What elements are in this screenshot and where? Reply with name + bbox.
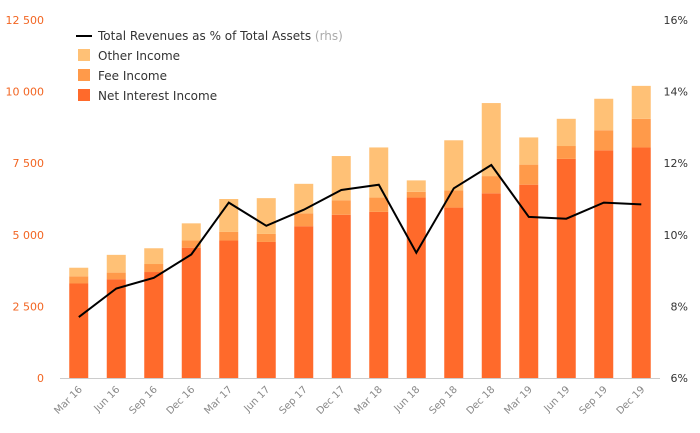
bar-other-income [219,199,239,232]
y-left-tick-label: 5 000 [13,229,45,242]
bar-net-interest-income [481,193,501,378]
x-tick-label: Dec 19 [615,384,648,417]
bar-other-income [519,137,539,165]
bar-fee-income [181,240,201,248]
left-axis: 0 2 500 5 000 7 500 10 000 12 500 [6,14,45,385]
x-tick-label: Sep 18 [428,384,460,416]
legend-label-net-interest-income: Net Interest Income [98,89,217,103]
bar-net-interest-income [369,211,389,378]
y-right-tick-label: 8% [671,300,688,313]
bar-other-income [444,140,464,191]
x-tick-label: Dec 17 [315,384,348,417]
bar-fee-income [631,118,651,148]
bar-fee-income [69,276,89,284]
legend-swatch-net-interest-income [78,89,90,101]
x-tick-label: Mar 16 [52,384,84,416]
bar-other-income [481,103,501,177]
bar-net-interest-income [556,158,576,378]
bar-fee-income [481,176,501,194]
legend-swatch-other-income [78,49,90,61]
bar-net-interest-income [519,184,539,378]
bar-other-income [594,98,614,131]
x-tick-label: Mar 18 [352,384,384,416]
bar-net-interest-income [181,247,201,378]
legend: Total Revenues as % of Total Assets (rhs… [76,29,343,103]
x-tick-label: Mar 19 [502,384,534,416]
y-left-tick-label: 0 [37,372,44,385]
bar-net-interest-income [331,214,351,378]
x-tick-label: Jun 17 [242,384,273,415]
y-left-tick-label: 10 000 [6,86,45,99]
legend-label-fee-income: Fee Income [98,69,167,83]
bar-other-income [144,248,164,265]
y-right-tick-label: 16% [664,14,688,27]
bars [69,85,651,378]
x-tick-label: Sep 17 [278,384,310,416]
bar-net-interest-income [294,226,314,378]
bar-net-interest-income [219,240,239,378]
bar-fee-income [556,146,576,159]
legend-line-label: Total Revenues as % of Total Assets (rhs… [97,29,343,43]
bar-other-income [181,223,201,241]
x-tick-label: Jun 18 [392,384,423,415]
x-axis: Mar 16 Jun 16 Sep 16 Dec 16 Mar 17 Jun 17 Sep … [52,384,647,417]
x-tick-label: Jun 19 [542,384,573,415]
bar-net-interest-income [256,241,276,378]
bar-other-income [556,118,576,147]
bar-net-interest-income [69,283,89,378]
y-left-tick-label: 2 500 [13,300,45,313]
bar-other-income [69,267,89,277]
legend-label-other-income: Other Income [98,49,180,63]
bar-fee-income [594,130,614,151]
x-tick-label: Dec 16 [165,384,198,417]
bar-other-income [631,85,651,119]
bar-fee-income [406,191,426,198]
bar-fee-income [519,164,539,185]
bar-other-income [294,183,314,214]
bar-net-interest-income [406,197,426,378]
bar-net-interest-income [594,150,614,378]
y-right-tick-label: 12% [664,157,688,170]
y-left-tick-label: 7 500 [13,157,45,170]
bar-net-interest-income [106,279,126,378]
bar-fee-income [369,197,389,212]
bar-other-income [406,180,426,192]
bar-fee-income [294,213,314,227]
revenue-ratio-line [78,163,642,318]
x-tick-label: Jun 16 [92,384,123,415]
bar-fee-income [219,231,239,241]
y-right-tick-label: 10% [664,229,688,242]
x-tick-label: Sep 16 [128,384,160,416]
bar-fee-income [144,264,164,273]
y-right-tick-label: 14% [664,86,688,99]
x-tick-label: Sep 19 [578,384,610,416]
bar-other-income [256,198,276,234]
x-tick-label: Dec 18 [465,384,498,417]
bar-other-income [106,254,126,273]
bar-net-interest-income [444,207,464,378]
right-axis: 6% 8% 10% 12% 14% 16% [664,14,688,385]
y-left-tick-label: 12 500 [6,14,45,27]
bar-net-interest-income [144,272,164,378]
bar-other-income [369,147,389,198]
bar-fee-income [106,272,126,280]
x-tick-label: Mar 17 [202,384,234,416]
bar-fee-income [331,200,351,215]
bar-fee-income [256,233,276,242]
y-right-tick-label: 6% [671,372,688,385]
bar-net-interest-income [631,147,651,378]
legend-swatch-fee-income [78,69,90,81]
